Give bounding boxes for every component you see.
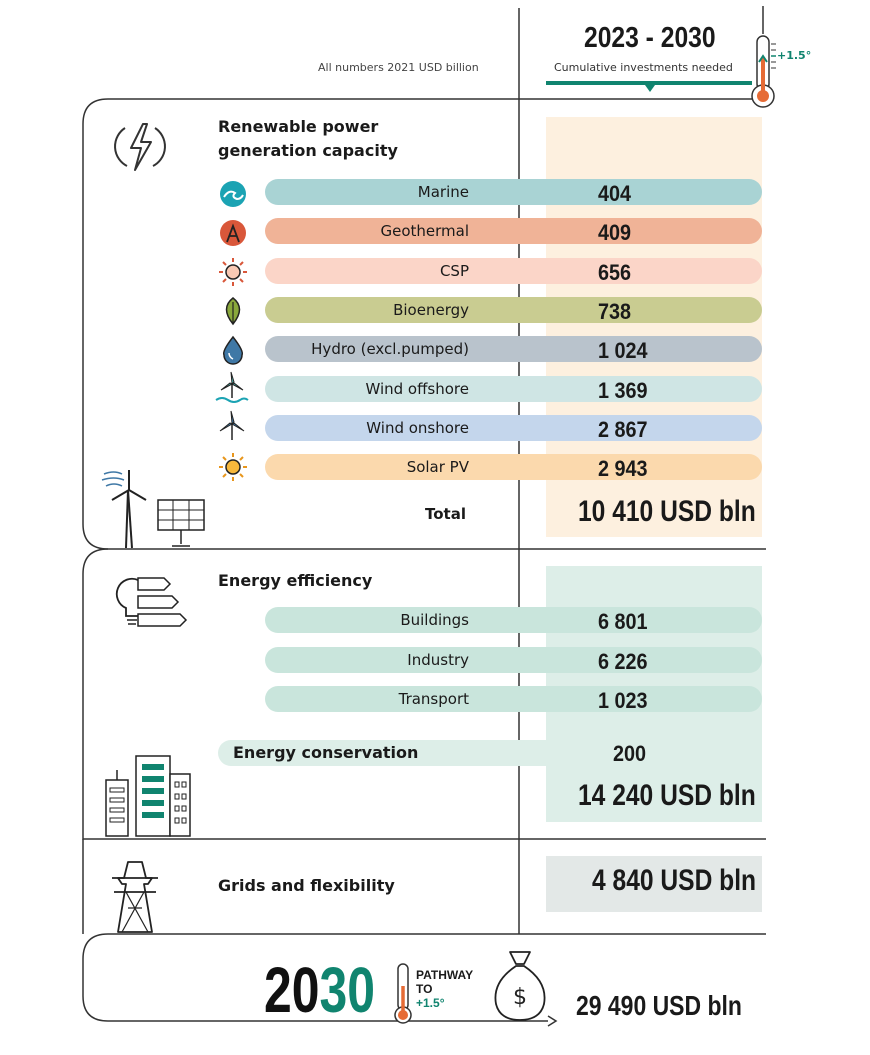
pathway-line2: TO [416,982,433,996]
conservation-bar [218,740,762,766]
category-label-marine: Marine [417,183,469,201]
period-subtitle: Cumulative investments needed [554,61,733,74]
value-label-buildings: 6 801 [598,609,648,634]
pathway-line3: +1.5° [416,996,445,1010]
value-label-marine: 404 [598,181,632,206]
wind-offshore-icon [215,371,249,403]
year-part-a: 20 [264,954,320,1026]
category-label-geothermal: Geothermal [380,222,469,240]
temperature-label: +1.5° [777,49,812,62]
year-text: 2030 [264,958,375,1022]
grand-total-value: 29 490 USD bln [576,990,742,1021]
value-label-industry: 6 226 [598,649,648,674]
renewables-total-value: 10 410 USD bln [578,495,756,528]
bar-wind-offshore [265,376,762,402]
efficiency-total-value: 14 240 USD bln [578,779,756,812]
bar-marine [265,179,762,205]
category-label-bioenergy: Bioenergy [393,301,469,319]
footer-thermometer-icon [394,963,412,1024]
efficiency-bulb-icon [115,577,188,627]
renewables-total-label: Total [425,505,466,523]
bar-buildings [265,607,762,633]
svg-text:$: $ [513,985,527,1010]
category-label-csp: CSP [439,262,469,280]
bar-wind-onshore [265,415,762,441]
bar-solar-pv [265,454,762,480]
bar-bioenergy [265,297,762,323]
bar-hydro [265,336,762,362]
category-label-buildings: Buildings [400,611,469,629]
value-label-bioenergy: 738 [598,299,632,324]
water-drop-icon [222,335,244,365]
year-part-b: 30 [319,954,376,1026]
value-label-transport: 1 023 [598,688,648,713]
wind-onshore-icon [219,410,245,440]
category-label-wind-offshore: Wind offshore [365,380,469,398]
units-note: All numbers 2021 USD billion [318,61,479,74]
money-bag-icon: $ [494,951,546,1021]
value-label-geothermal: 409 [598,220,632,245]
power-pylon-icon [112,861,158,933]
solar-sun-icon [219,453,247,481]
marine-icon [220,181,246,207]
bar-industry [265,647,762,673]
lightning-icon [114,123,166,171]
value-label-wind-onshore: 2 867 [598,417,648,442]
period-title: 2023 - 2030 [584,22,716,54]
value-label-csp: 656 [598,260,632,285]
buildings-illustration-icon [105,755,191,837]
category-label-wind-onshore: Wind onshore [366,419,469,437]
pathway-line1: PATHWAY [416,968,474,982]
leaf-icon [225,297,241,326]
grids-total-value: 4 840 USD bln [592,864,757,897]
efficiency-title: Energy efficiency [218,571,373,590]
category-label-transport: Transport [398,690,469,708]
bar-geothermal [265,218,762,244]
renewables-title-line2: generation capacity [218,141,398,160]
conservation-label: Energy conservation [233,743,419,762]
category-label-hydro: Hydro (excl.pumped) [311,340,469,358]
wind-solar-illustration-icon [101,470,205,549]
csp-sun-icon [219,258,247,286]
thermometer-icon [751,6,776,108]
bar-csp [265,258,762,284]
renewables-title: Renewable power generation capacity [218,115,398,163]
value-label-solar-pv: 2 943 [598,456,648,481]
grids-title: Grids and flexibility [218,876,395,895]
value-label-wind-offshore: 1 369 [598,378,648,403]
geothermal-icon [220,220,246,246]
category-label-solar-pv: Solar PV [406,458,469,476]
pathway-text: PATHWAY TO +1.5° [416,968,473,1010]
bar-transport [265,686,762,712]
conservation-value: 200 [613,741,647,766]
category-label-industry: Industry [407,651,469,669]
renewables-title-line1: Renewable power [218,117,379,136]
value-label-hydro: 1 024 [598,338,648,363]
grids-column-bg [546,856,762,912]
